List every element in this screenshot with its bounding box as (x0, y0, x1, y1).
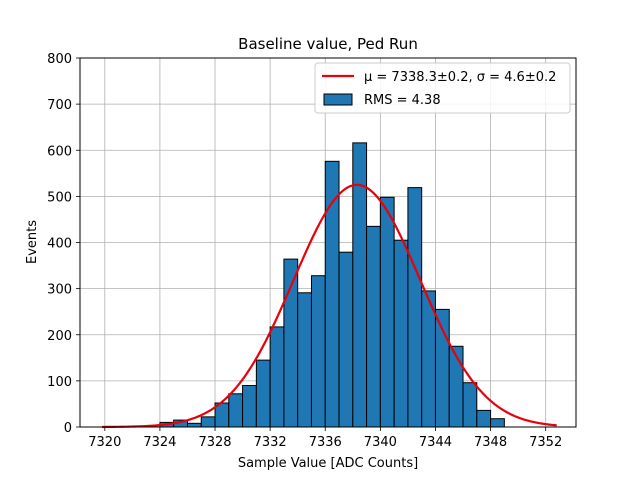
histogram-bar (310, 275, 326, 428)
histogram-bar (407, 187, 423, 428)
histogram-bar (200, 416, 216, 428)
histogram-bar (476, 409, 492, 428)
legend-histogram-label: RMS = 4.38 (364, 93, 441, 108)
histogram-bar (255, 359, 271, 428)
histogram-bar (297, 292, 312, 428)
y-tick-label: 0 (64, 421, 72, 436)
y-tick-label: 300 (47, 283, 72, 298)
x-tick-label: 7328 (198, 435, 231, 450)
x-tick-label: 7340 (364, 435, 397, 450)
x-tick-label: 7332 (254, 435, 287, 450)
x-axis-ticks: 7320 7324 7328 7332 7336 7340 7344 7348 7352 (88, 427, 562, 450)
y-tick-label: 800 (47, 52, 72, 67)
y-tick-label: 400 (47, 237, 72, 252)
histogram-bar (338, 251, 354, 428)
histogram-bar (393, 239, 409, 428)
legend-box (314, 62, 571, 114)
histogram-bar (448, 345, 464, 428)
legend-fit-label: μ = 7338.3±0.2, σ = 4.6±0.2 (364, 70, 556, 85)
histogram-bar (462, 382, 478, 428)
histogram-bar (269, 326, 285, 428)
y-tick-label: 100 (47, 375, 72, 390)
histogram-bar (186, 422, 202, 428)
x-tick-label: 7336 (309, 435, 342, 450)
x-tick-label: 7352 (529, 435, 562, 450)
histogram-bar (228, 393, 244, 428)
histogram-bars (159, 142, 505, 428)
y-tick-label: 600 (47, 144, 72, 159)
x-tick-label: 7344 (419, 435, 452, 450)
y-tick-label: 500 (47, 190, 72, 205)
x-tick-label: 7324 (143, 435, 176, 450)
histogram-bar (242, 384, 257, 428)
histogram-bar (366, 225, 381, 428)
x-tick-label: 7348 (474, 435, 507, 450)
x-tick-label: 7320 (88, 435, 121, 450)
y-axis-ticks: 0 100 200 300 400 500 600 700 800 (47, 52, 80, 436)
legend: μ = 7338.3±0.2, σ = 4.6±0.2 RMS = 4.38 (314, 62, 571, 114)
histogram-bar (379, 196, 395, 428)
x-axis-label: Sample Value [ADC Counts] (238, 456, 418, 471)
y-tick-label: 200 (47, 329, 72, 344)
chart-title: Baseline value, Ped Run (238, 35, 418, 53)
y-axis-label: Events (25, 220, 40, 264)
y-tick-label: 700 (47, 98, 72, 113)
legend-histogram-swatch (323, 93, 353, 106)
gaussian-fit-curve (102, 183, 557, 429)
histogram-bar (490, 418, 505, 428)
